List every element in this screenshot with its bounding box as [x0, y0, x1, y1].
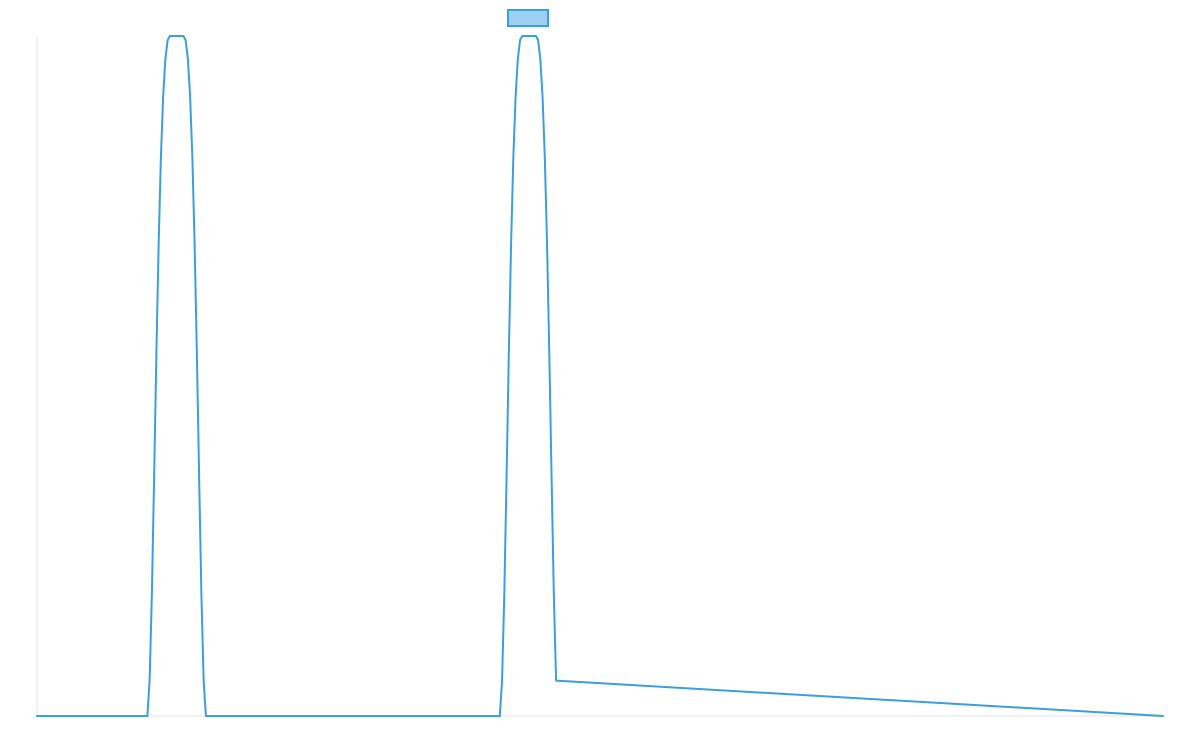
legend-swatch-0	[507, 9, 549, 27]
legend	[507, 9, 549, 27]
series-layer	[36, 35, 1164, 717]
axes	[36, 36, 1163, 717]
series-line-0	[36, 35, 1164, 717]
